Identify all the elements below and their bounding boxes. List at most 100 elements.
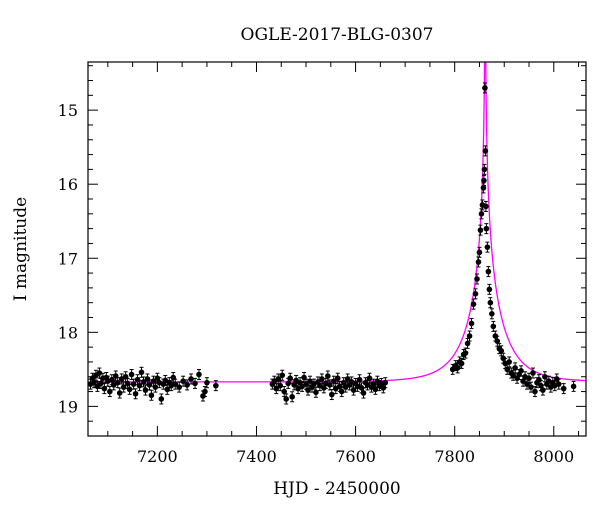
x-tick-label: 7800 <box>434 447 475 466</box>
data-point-marker <box>140 379 147 385</box>
data-point-marker <box>146 382 153 388</box>
data-point-marker <box>136 382 143 389</box>
data-point <box>481 174 487 186</box>
data-point-marker <box>176 384 182 390</box>
x-axis-label: HJD - 2450000 <box>273 479 401 499</box>
data-point <box>204 377 210 389</box>
plot-frame <box>87 61 587 437</box>
y-tick-label: 17 <box>58 249 78 268</box>
data-point-marker <box>142 387 149 393</box>
data-point-marker <box>287 375 293 382</box>
data-point-marker <box>213 382 219 389</box>
data-point <box>126 383 133 395</box>
data-point <box>485 266 492 278</box>
data-point-marker <box>512 365 518 371</box>
data-point <box>532 386 538 398</box>
data-point <box>483 223 490 235</box>
data-point <box>328 389 335 401</box>
data-point-marker <box>291 382 297 388</box>
data-point-marker <box>490 323 497 330</box>
data-point-marker <box>470 301 477 307</box>
data-point-marker <box>486 286 493 293</box>
x-tick-label: 7400 <box>236 447 277 466</box>
data-point-marker <box>481 177 487 184</box>
data-point <box>281 386 288 398</box>
data-point-marker <box>338 388 345 395</box>
data-point-marker <box>340 379 347 386</box>
data-point-marker <box>148 392 155 399</box>
data-point-marker <box>484 244 491 250</box>
data-point-marker <box>520 378 526 384</box>
data-point-marker <box>192 380 198 387</box>
data-point <box>116 387 123 399</box>
data-point <box>482 82 488 94</box>
x-tick-label: 7600 <box>335 447 376 466</box>
data-point <box>476 246 483 258</box>
data-point <box>366 372 373 384</box>
data-point <box>472 288 479 300</box>
data-point-marker <box>462 350 469 356</box>
data-point-marker <box>114 379 121 386</box>
data-point-marker <box>132 390 139 397</box>
data-point <box>560 383 567 395</box>
y-tick-label: 15 <box>58 101 78 120</box>
data-point-marker <box>313 389 319 396</box>
data-point <box>162 374 169 386</box>
y-tick-label: 19 <box>58 397 78 416</box>
data-point-marker <box>196 371 202 378</box>
data-point-marker <box>483 203 489 210</box>
plot-content <box>88 62 586 405</box>
data-point-marker <box>281 388 288 395</box>
data-point-marker <box>478 211 485 217</box>
data-point <box>146 379 153 391</box>
data-point-marker <box>528 384 534 390</box>
data-point-marker <box>321 385 327 391</box>
data-point-marker <box>152 384 159 390</box>
data-point <box>490 320 497 332</box>
data-point <box>481 163 488 175</box>
data-point-marker <box>120 384 127 390</box>
data-point-marker <box>319 376 325 382</box>
data-point <box>487 297 494 309</box>
data-point-marker <box>334 375 341 382</box>
data-point-marker <box>279 372 286 379</box>
data-point-marker <box>489 311 495 317</box>
data-point-marker <box>172 381 179 387</box>
data-point-marker <box>475 259 482 265</box>
data-point-marker <box>570 383 577 390</box>
data-point-marker <box>464 340 471 347</box>
data-point-marker <box>555 381 562 387</box>
data-point <box>138 366 145 378</box>
data-point-marker <box>504 366 511 373</box>
data-point <box>483 200 489 212</box>
data-point <box>498 345 505 357</box>
data-point-marker <box>538 382 544 389</box>
data-point-marker <box>96 370 103 376</box>
data-point <box>213 380 219 392</box>
data-point-marker <box>481 166 488 173</box>
data-point-marker <box>560 385 567 392</box>
data-point-marker <box>474 276 480 282</box>
data-point-marker <box>277 382 284 389</box>
data-point <box>136 380 143 392</box>
data-point-marker <box>184 382 190 388</box>
data-point-marker <box>330 378 337 384</box>
data-point <box>287 372 293 384</box>
data-point-marker <box>487 299 494 306</box>
data-point <box>484 241 491 253</box>
data-point-marker <box>356 376 363 383</box>
data-point-marker <box>130 381 137 387</box>
data-point <box>482 145 489 157</box>
data-point-marker <box>458 360 465 367</box>
data-point-marker <box>477 227 484 233</box>
data-point <box>356 374 363 386</box>
data-point <box>542 371 548 383</box>
x-tick-label: 7200 <box>137 447 178 466</box>
data-point-marker <box>128 371 135 378</box>
data-point-marker <box>476 249 483 256</box>
chart-title: OGLE-2017-BLG-0307 <box>241 25 434 45</box>
data-point-marker <box>472 291 479 297</box>
data-point <box>477 224 484 236</box>
